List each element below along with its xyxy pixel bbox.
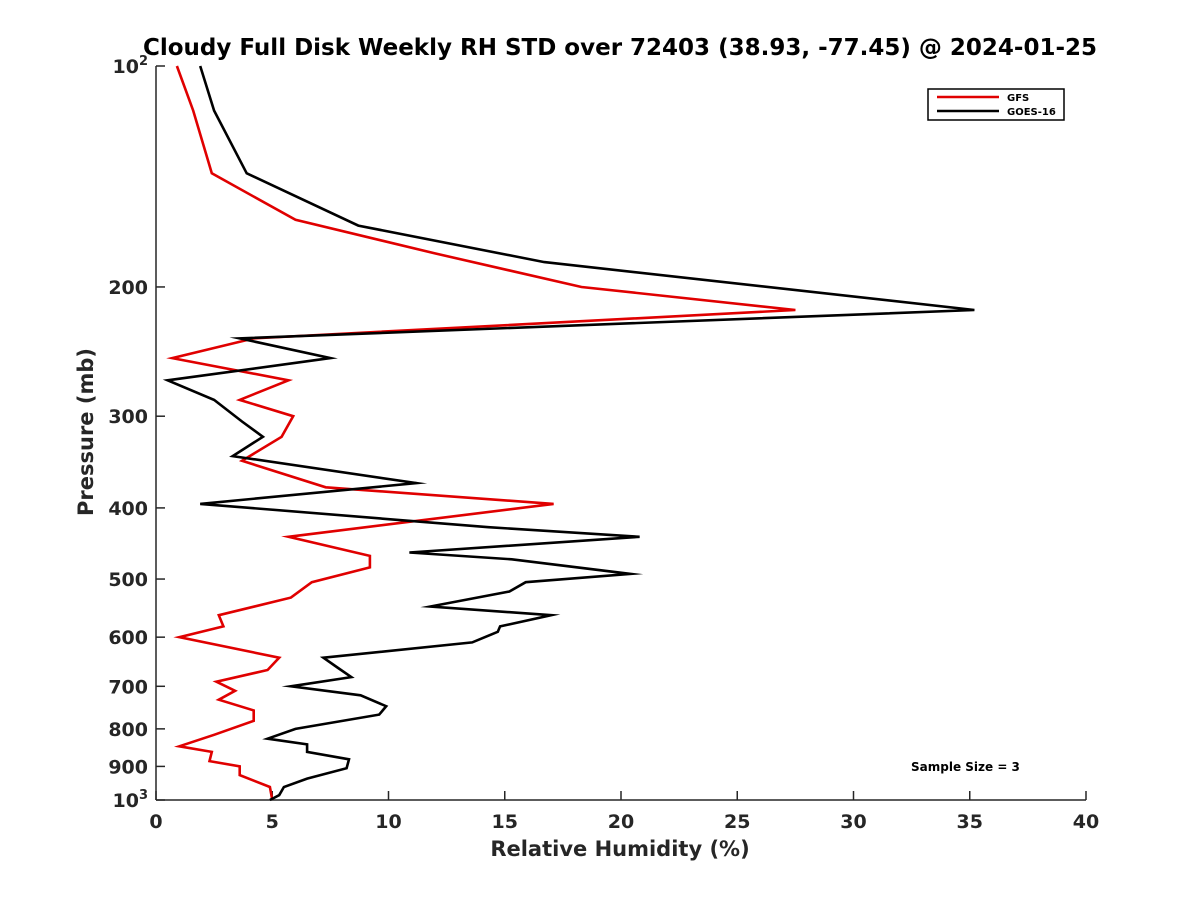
y-tick-label: 500: [108, 569, 148, 591]
axes: 0 5 10 15 20 25 30 35 40 102 200 300 400 500 600 700 800…: [108, 54, 1099, 833]
y-tick-label: 300: [108, 406, 148, 428]
x-tick-label: 25: [724, 811, 750, 833]
x-axis-label: Relative Humidity (%): [490, 837, 749, 861]
series-layer: [162, 65, 975, 802]
sample-size-annotation: Sample Size = 3: [911, 760, 1020, 774]
legend: GFS GOES-16: [927, 88, 1065, 121]
y-tick-label: 600: [108, 627, 148, 649]
y-tick-label: 900: [108, 756, 148, 778]
y-tick-label: 102: [113, 54, 149, 78]
series-line-goes16: [162, 65, 975, 802]
x-tick-label: 20: [608, 811, 634, 833]
legend-box: [927, 88, 1065, 121]
x-tick-label: 30: [840, 811, 866, 833]
y-tick-label: 103: [113, 788, 149, 812]
x-tick-label: 0: [149, 811, 162, 833]
y-tick-label: 200: [108, 277, 148, 299]
chart-title: Cloudy Full Disk Weekly RH STD over 7240…: [143, 35, 1097, 61]
x-tick-label: 15: [492, 811, 518, 833]
x-tick-label: 10: [375, 811, 401, 833]
y-tick-label: 400: [108, 498, 148, 520]
series-line-gfs: [166, 65, 796, 801]
y-tick-label: 800: [108, 719, 148, 741]
x-tick-label: 40: [1073, 811, 1099, 833]
x-tick-label: 5: [266, 811, 279, 833]
legend-label-goes16: GOES-16: [1007, 107, 1056, 118]
x-tick-label: 35: [957, 811, 983, 833]
legend-label-gfs: GFS: [1007, 93, 1029, 104]
y-tick-label: 700: [108, 676, 148, 698]
y-axis-label: Pressure (mb): [74, 348, 98, 516]
